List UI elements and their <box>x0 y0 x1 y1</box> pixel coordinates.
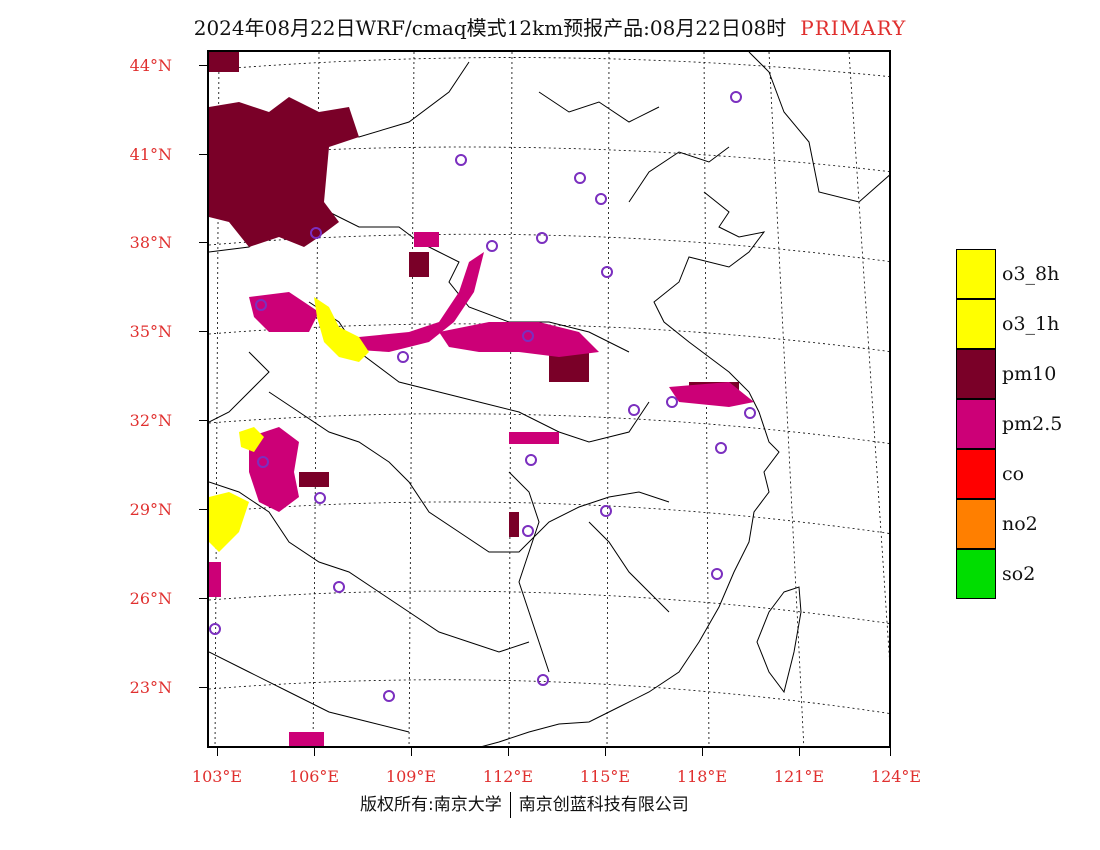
station-markers <box>209 91 756 702</box>
lat-label-29n: 29°N <box>129 500 172 519</box>
legend-swatch <box>956 299 996 349</box>
lat-label-23n: 23°N <box>129 678 172 697</box>
lat-label-44n: 44°N <box>129 56 172 75</box>
legend-swatch <box>956 499 996 549</box>
legend-swatch <box>956 549 996 599</box>
lat-tick <box>199 154 207 155</box>
lon-tick <box>217 748 218 756</box>
legend-label: pm2.5 <box>1002 413 1063 435</box>
forecast-map <box>207 50 891 748</box>
lat-tick <box>199 509 207 510</box>
legend-item-no2: no2 <box>956 499 1038 549</box>
lon-label-103e: 103°E <box>191 767 243 786</box>
lon-label-106e: 106°E <box>288 767 340 786</box>
legend-label: so2 <box>1002 563 1036 585</box>
map-canvas <box>209 52 889 746</box>
legend-item-co: co <box>956 449 1024 499</box>
footer-divider <box>509 792 511 818</box>
lat-label-35n: 35°N <box>129 322 172 341</box>
lon-tick <box>702 748 703 756</box>
lat-tick <box>199 242 207 243</box>
lat-tick <box>199 598 207 599</box>
lon-tick <box>314 748 315 756</box>
legend-label: o3_8h <box>1002 263 1060 285</box>
lat-label-38n: 38°N <box>129 233 172 252</box>
lat-tick <box>199 687 207 688</box>
lat-tick <box>199 331 207 332</box>
title-text: 2024年08月22日WRF/cmaq模式12km预报产品:08月22日08时 <box>193 16 787 40</box>
pollutant-legend: o3_8h o3_1h pm10 pm2.5 co no2 so2 <box>956 249 1062 599</box>
legend-label: no2 <box>1002 513 1038 535</box>
lon-tick <box>411 748 412 756</box>
legend-item-so2: so2 <box>956 549 1035 599</box>
lon-label-112e: 112°E <box>482 767 534 786</box>
lat-tick <box>199 420 207 421</box>
legend-label: co <box>1002 463 1025 485</box>
legend-swatch <box>956 249 996 299</box>
lon-tick <box>890 748 891 756</box>
o3-areas <box>209 297 369 552</box>
legend-label: o3_1h <box>1002 313 1060 335</box>
lon-label-124e: 124°E <box>870 767 922 786</box>
legend-item-o3-1h: o3_1h <box>956 299 1059 349</box>
map-title: 2024年08月22日WRF/cmaq模式12km预报产品:08月22日08时 P… <box>0 12 1100 41</box>
lon-label-118e: 118°E <box>676 767 728 786</box>
lat-label-41n: 41°N <box>129 145 172 164</box>
pm25-areas <box>209 232 754 746</box>
primary-tag: PRIMARY <box>800 16 907 40</box>
legend-item-o3-8h: o3_8h <box>956 249 1059 299</box>
legend-swatch <box>956 449 996 499</box>
copyright-footer: 版权所有:南京大学 南京创蓝科技有限公司 <box>360 790 689 818</box>
lon-tick <box>799 748 800 756</box>
lon-label-109e: 109°E <box>385 767 437 786</box>
legend-label: pm10 <box>1002 363 1057 385</box>
lat-label-32n: 32°N <box>129 411 172 430</box>
lon-label-115e: 115°E <box>579 767 631 786</box>
legend-item-pm25: pm2.5 <box>956 399 1062 449</box>
legend-item-pm10: pm10 <box>956 349 1056 399</box>
copyright-left: 版权所有:南京大学 <box>360 795 502 815</box>
lat-label-26n: 26°N <box>129 589 172 608</box>
lon-tick <box>605 748 606 756</box>
copyright-right: 南京创蓝科技有限公司 <box>518 795 689 815</box>
lat-tick <box>199 65 207 66</box>
legend-swatch <box>956 349 996 399</box>
lon-tick <box>508 748 509 756</box>
legend-swatch <box>956 399 996 449</box>
lon-label-121e: 121°E <box>773 767 825 786</box>
